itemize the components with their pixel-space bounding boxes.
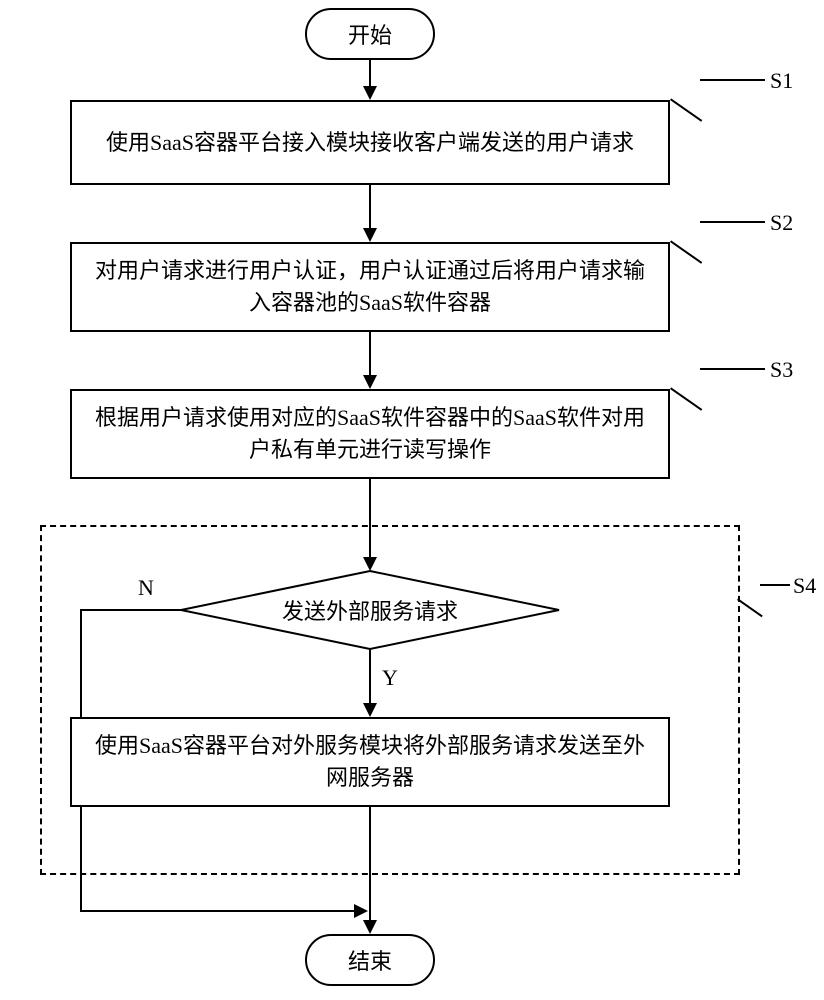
end-node: 结束 (305, 934, 435, 986)
s2-text: 对用户请求进行用户认证，用户认证通过后将用户请求输入容器池的SaaS软件容器 (92, 255, 648, 319)
decision-label: 发送外部服务请求 (282, 594, 458, 626)
edge-s1-s2 (369, 185, 371, 230)
edge-start-s1 (369, 60, 371, 88)
decision-node: 发送外部服务请求 (180, 570, 560, 650)
no-label: N (138, 575, 154, 601)
arrowhead-s4-end (363, 920, 377, 934)
edge-decision-n-h2 (80, 910, 356, 912)
flowchart-container: 开始 使用SaaS容器平台接入模块接收客户端发送的用户请求 对用户请求进行用户认… (0, 0, 824, 1000)
s3-step-label: S3 (770, 357, 793, 383)
yes-label: Y (382, 665, 398, 691)
s3-text: 根据用户请求使用对应的SaaS软件容器中的SaaS软件对用户私有单元进行读写操作 (92, 402, 648, 466)
s1-text: 使用SaaS容器平台接入模块接收客户端发送的用户请求 (106, 127, 634, 159)
arrowhead-n-join (354, 904, 368, 918)
arrowhead-s1-s2 (363, 228, 377, 242)
start-node: 开始 (305, 8, 435, 60)
arrowhead-s2-s3 (363, 375, 377, 389)
s4-action-text: 使用SaaS容器平台对外服务模块将外部服务请求发送至外网服务器 (92, 730, 648, 794)
s2-node: 对用户请求进行用户认证，用户认证通过后将用户请求输入容器池的SaaS软件容器 (70, 242, 670, 332)
edge-decision-y (369, 650, 371, 705)
s1-step-label: S1 (770, 68, 793, 94)
edge-s2-s3 (369, 332, 371, 377)
s4-action-node: 使用SaaS容器平台对外服务模块将外部服务请求发送至外网服务器 (70, 717, 670, 807)
s2-step-label: S2 (770, 210, 793, 236)
end-label: 结束 (348, 944, 392, 976)
arrowhead-start-s1 (363, 86, 377, 100)
edge-s4-end (369, 807, 371, 922)
s4-step-label: S4 (793, 573, 816, 599)
s3-node: 根据用户请求使用对应的SaaS软件容器中的SaaS软件对用户私有单元进行读写操作 (70, 389, 670, 479)
edge-decision-n-h (80, 609, 181, 611)
arrowhead-decision-y (363, 703, 377, 717)
start-label: 开始 (348, 18, 392, 50)
s1-node: 使用SaaS容器平台接入模块接收客户端发送的用户请求 (70, 100, 670, 185)
